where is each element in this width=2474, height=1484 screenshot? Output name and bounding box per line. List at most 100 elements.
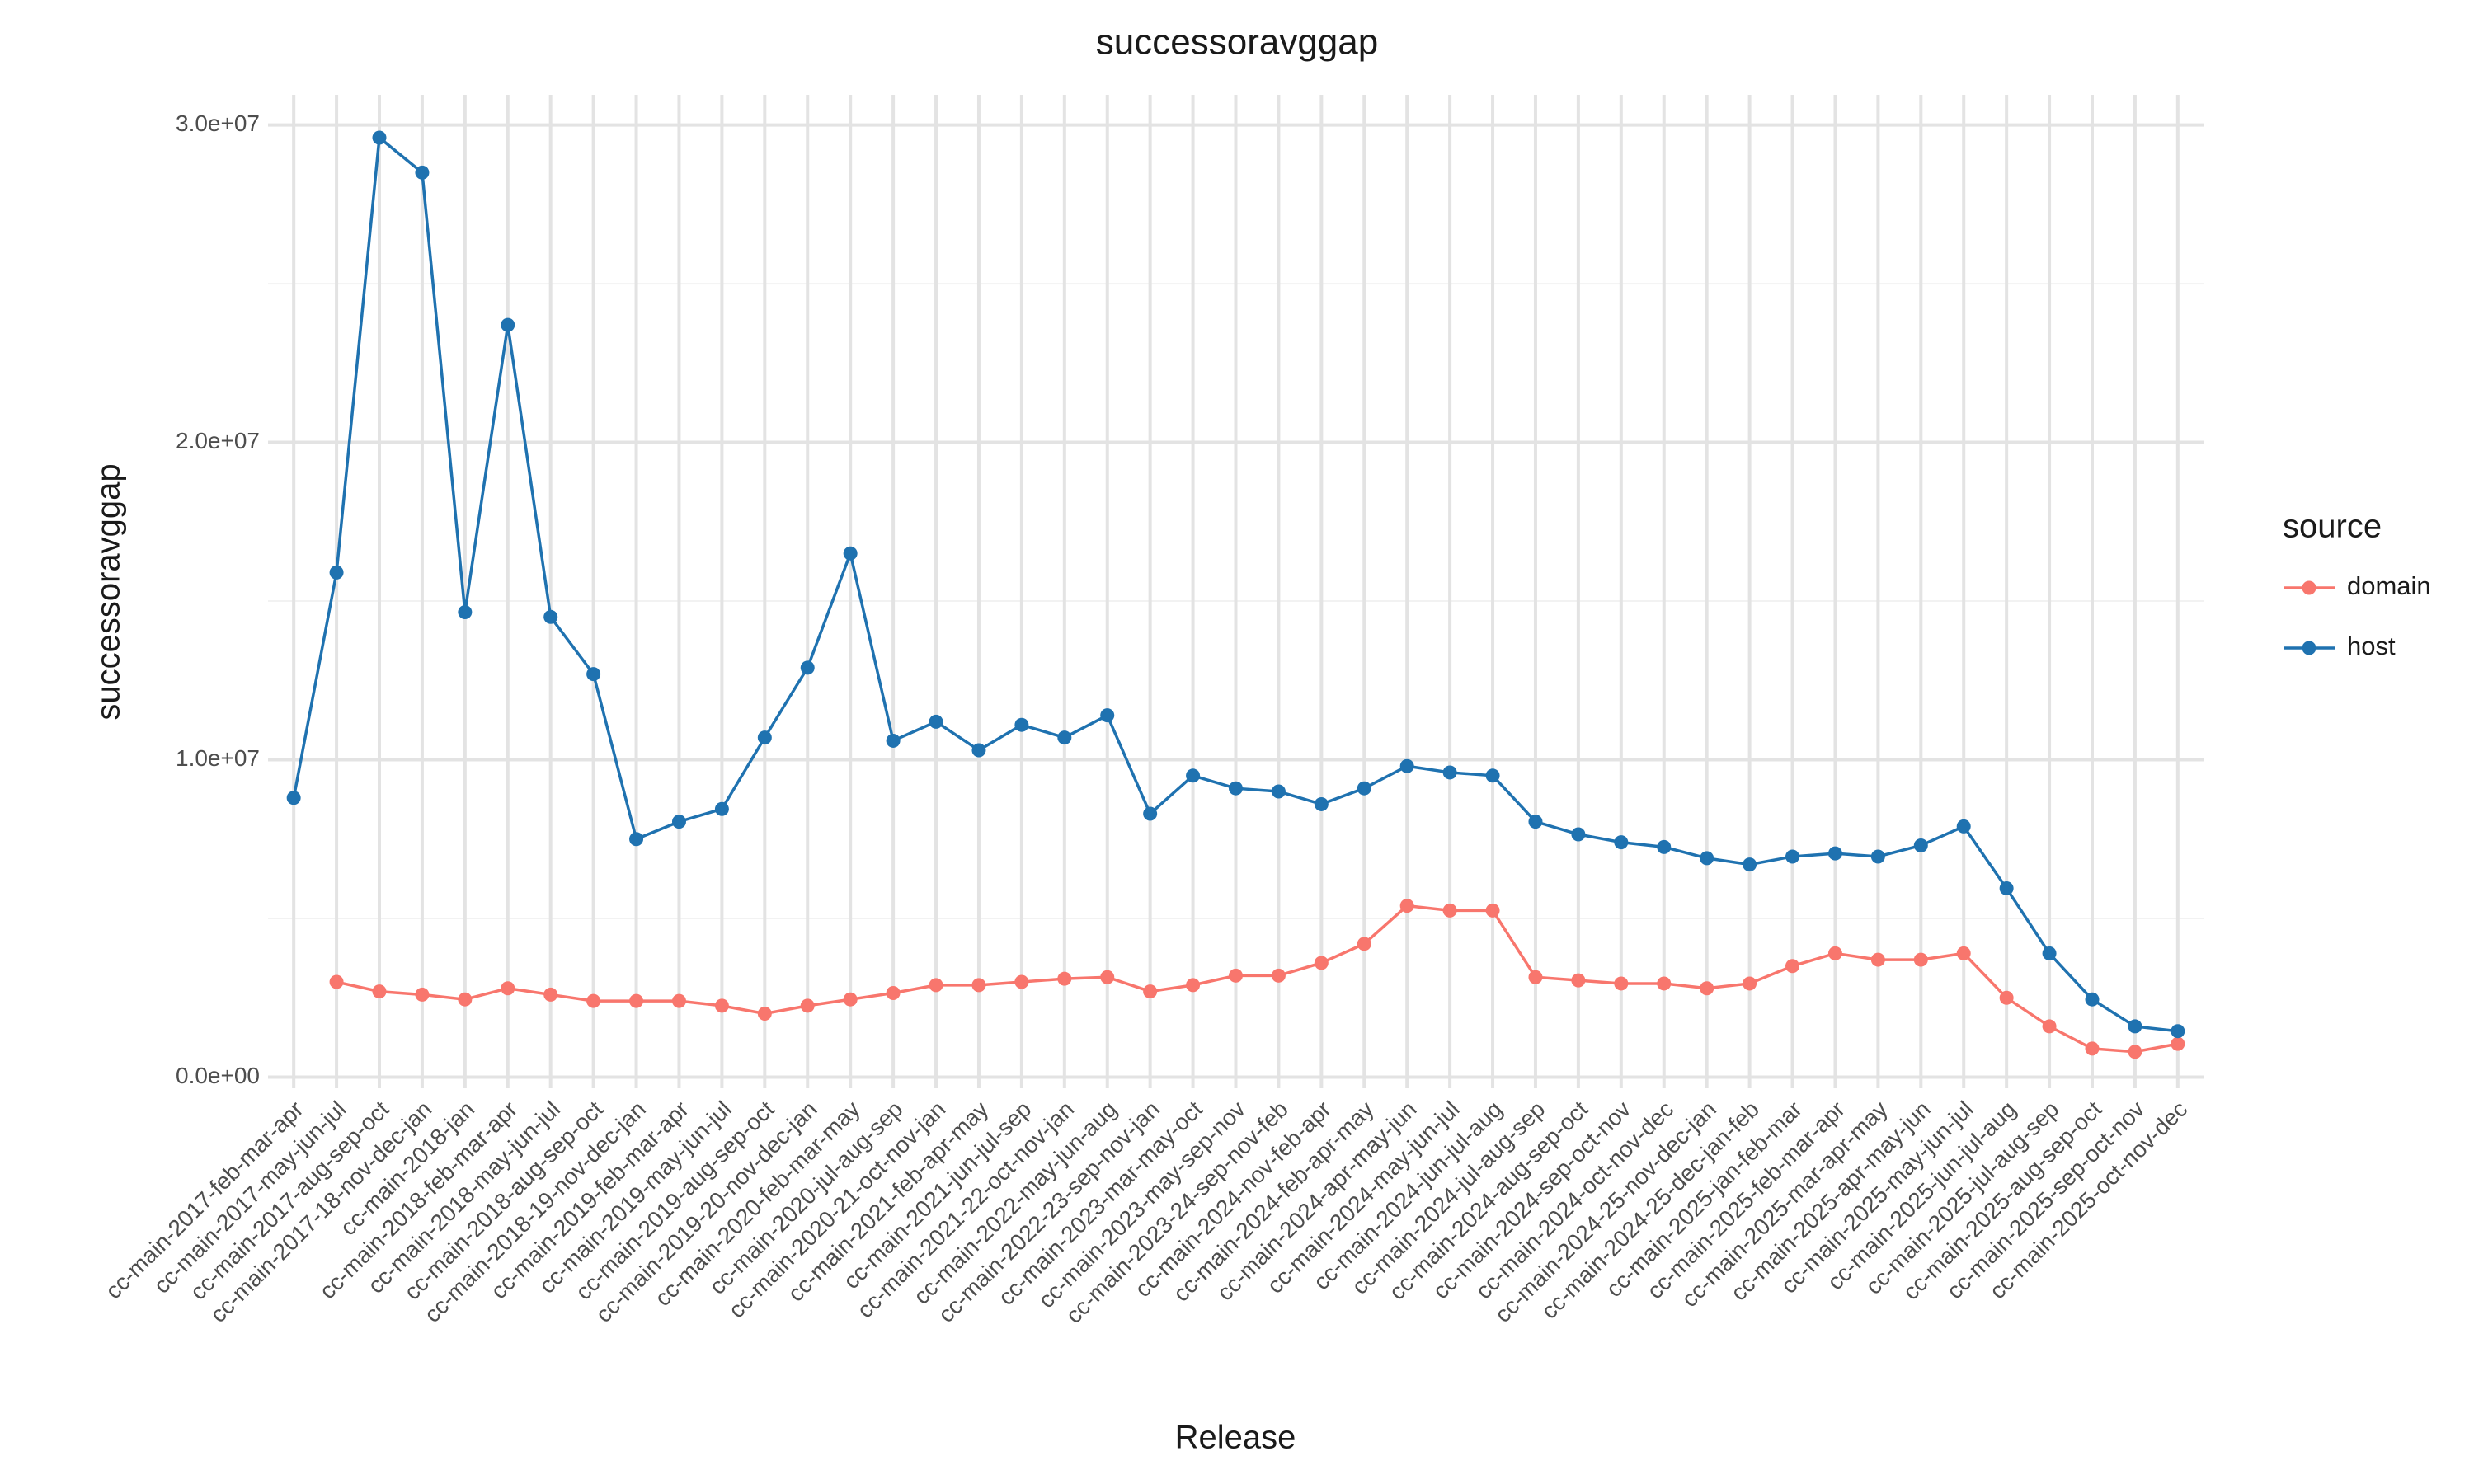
data-point	[886, 733, 901, 748]
data-point	[1271, 968, 1286, 983]
data-point	[1143, 806, 1158, 821]
data-point	[501, 981, 515, 996]
data-point	[329, 974, 344, 989]
chart-title: successoravggap	[1096, 22, 1378, 63]
data-point	[800, 998, 815, 1013]
data-point	[1186, 768, 1201, 783]
data-point	[1743, 857, 1757, 872]
data-point	[629, 832, 644, 847]
data-point	[1700, 851, 1714, 866]
data-point	[714, 998, 729, 1013]
data-point	[1399, 758, 1414, 773]
legend-label: domain	[2347, 571, 2431, 600]
legend-label: host	[2347, 632, 2396, 660]
data-point	[1571, 827, 1586, 842]
data-point	[1314, 956, 1329, 970]
data-point	[929, 978, 943, 993]
data-point	[757, 1007, 772, 1021]
data-point	[2085, 992, 2100, 1007]
y-tick-label: 0.0e+00	[176, 1063, 260, 1088]
data-point	[1785, 849, 1800, 864]
data-point	[1956, 819, 1971, 834]
data-point	[929, 714, 943, 729]
data-point	[1057, 730, 1072, 745]
data-point	[2128, 1045, 2142, 1059]
data-point	[543, 987, 558, 1002]
data-point	[1229, 781, 1243, 796]
data-point	[2128, 1019, 2142, 1034]
data-point	[1999, 881, 2014, 895]
data-point	[671, 993, 686, 1008]
data-point	[2042, 1019, 2057, 1034]
data-point	[329, 565, 344, 580]
data-point	[1614, 835, 1629, 850]
data-point	[1014, 974, 1029, 989]
data-point	[714, 801, 729, 816]
data-point	[1913, 952, 1928, 967]
data-point	[1100, 970, 1115, 984]
data-point	[1870, 952, 1885, 967]
data-point	[1528, 970, 1543, 984]
data-point	[1357, 781, 1371, 796]
data-point	[971, 978, 986, 993]
data-point	[1870, 849, 1885, 864]
data-point	[1399, 899, 1414, 913]
data-point	[1913, 838, 1928, 852]
legend-title: source	[2283, 509, 2382, 545]
data-point	[843, 992, 858, 1007]
data-point	[1143, 984, 1158, 999]
data-point	[757, 730, 772, 745]
data-point	[1827, 846, 1842, 861]
data-point	[843, 546, 858, 561]
data-point	[1229, 968, 1243, 983]
data-point	[1314, 796, 1329, 811]
data-point	[1956, 946, 1971, 960]
y-tick-label: 2.0e+07	[176, 428, 260, 453]
data-point	[2042, 946, 2057, 960]
data-point	[1657, 839, 1672, 854]
data-point	[800, 660, 815, 675]
data-point	[1528, 815, 1543, 829]
data-point	[1700, 981, 1714, 996]
data-point	[971, 743, 986, 758]
data-point	[458, 605, 473, 620]
data-point	[415, 165, 430, 180]
data-point	[1014, 717, 1029, 732]
data-point	[372, 984, 387, 999]
data-point	[586, 993, 601, 1008]
data-point	[1657, 976, 1672, 991]
data-point	[1442, 903, 1457, 918]
data-point	[1785, 959, 1800, 974]
data-point	[1186, 978, 1201, 993]
legend-swatch-point	[2302, 580, 2316, 595]
data-point	[1999, 990, 2014, 1005]
data-point	[2171, 1036, 2185, 1051]
data-point	[372, 130, 387, 145]
y-tick-label: 1.0e+07	[176, 745, 260, 771]
data-point	[671, 815, 686, 829]
data-point	[1743, 976, 1757, 991]
data-point	[1057, 971, 1072, 986]
series-line	[336, 904, 2179, 1054]
data-point	[1485, 768, 1500, 783]
data-point	[1614, 976, 1629, 991]
data-point	[586, 667, 601, 682]
data-point	[501, 317, 515, 332]
data-point	[1357, 937, 1371, 951]
data-point	[629, 993, 644, 1008]
data-point	[2085, 1041, 2100, 1056]
data-point	[886, 986, 901, 1001]
data-point	[1827, 946, 1842, 960]
data-point	[543, 609, 558, 624]
data-point	[286, 791, 301, 805]
data-point	[1571, 973, 1586, 988]
data-point	[1271, 784, 1286, 799]
data-point	[1485, 903, 1500, 918]
legend-swatch-point	[2302, 641, 2316, 655]
y-tick-label: 3.0e+07	[176, 110, 260, 136]
y-axis-title: successoravggap	[91, 463, 127, 720]
data-point	[1442, 765, 1457, 780]
data-point	[2171, 1024, 2185, 1039]
x-axis-title: Release	[1175, 1420, 1296, 1456]
